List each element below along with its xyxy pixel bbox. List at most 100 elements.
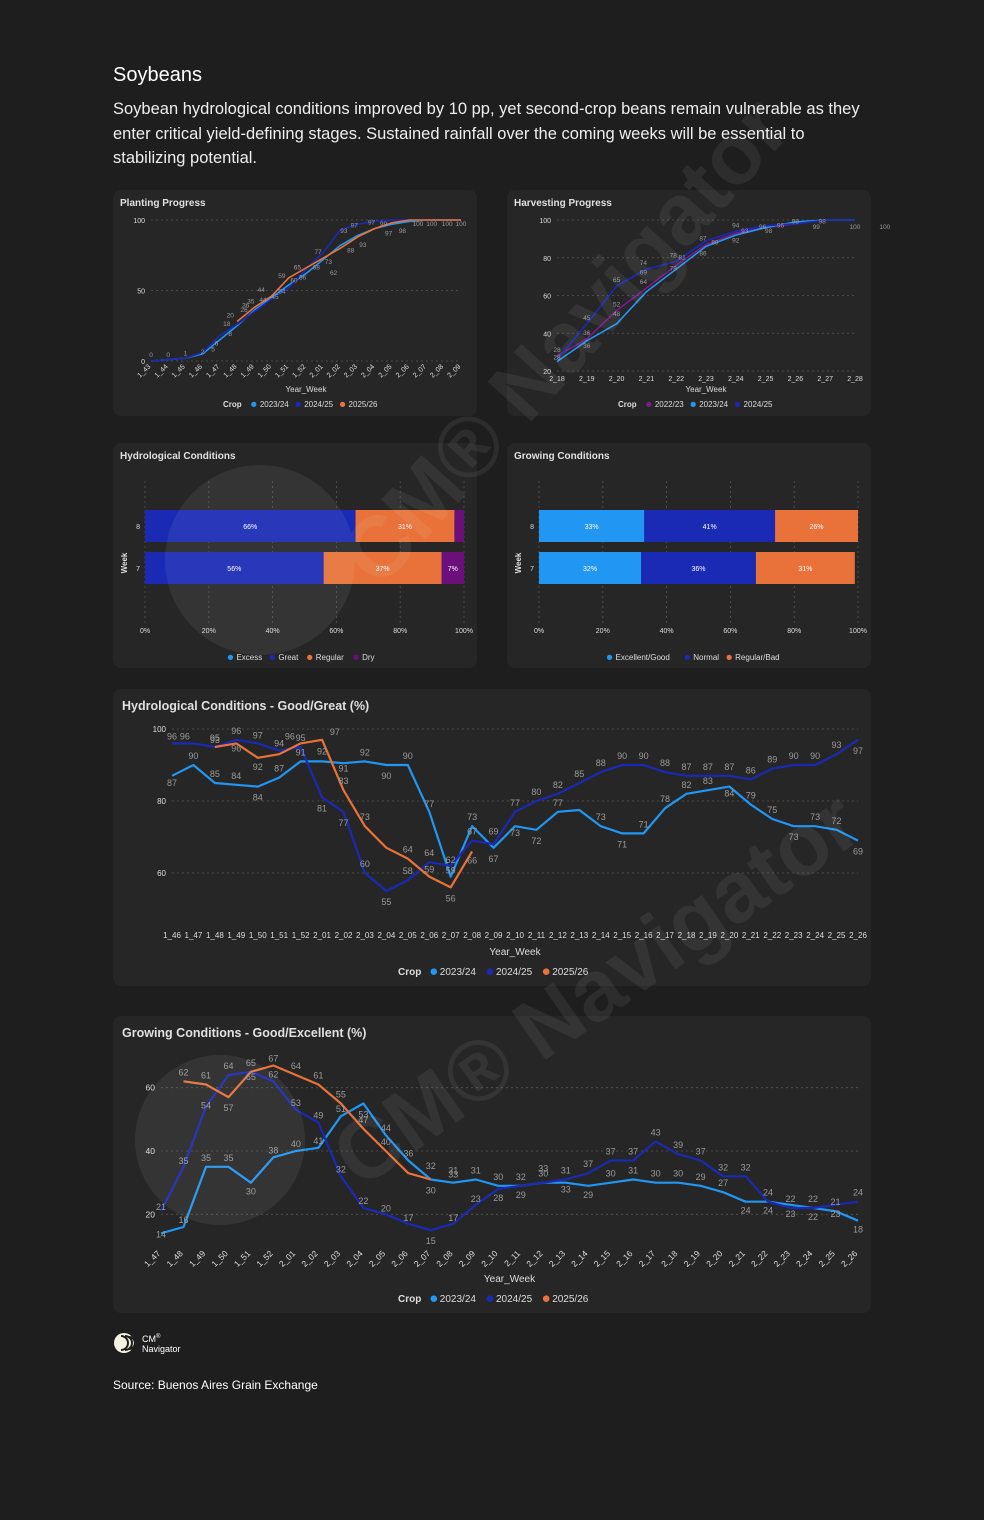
data-label: 96 — [285, 731, 295, 741]
logo-line-1: CM® — [142, 1334, 161, 1344]
page-title: Soybeans — [113, 64, 202, 86]
x-tick-label: 80% — [393, 628, 407, 635]
legend-item: 2023/24 — [260, 400, 289, 409]
legend-title: Crop — [223, 400, 242, 409]
data-label: 99 — [380, 221, 388, 228]
x-tick-label: 2_09 — [457, 1248, 478, 1269]
data-label: 1 — [184, 351, 188, 358]
data-label: 14 — [156, 1229, 166, 1239]
logo-line-2: Navigator — [142, 1344, 181, 1354]
x-tick-label: 2_07 — [412, 363, 428, 379]
data-label: 66 — [299, 274, 307, 281]
bar-segment-label: 36% — [691, 566, 705, 573]
legend-item: 2024/25 — [744, 400, 773, 409]
y-tick-label: 7 — [136, 566, 140, 573]
data-label: 72 — [832, 816, 842, 826]
data-label: 77 — [553, 798, 563, 808]
legend-marker — [353, 654, 359, 660]
x-tick-label: 2_14 — [569, 1248, 590, 1269]
x-tick-label: 2_21 — [727, 1248, 748, 1269]
bar-segment-normal — [644, 510, 776, 542]
data-label: 32 — [336, 1164, 346, 1174]
data-label: 84 — [253, 793, 263, 803]
data-label: 90 — [381, 771, 391, 781]
x-tick-label: 1_46 — [163, 931, 181, 940]
series-line-2023-24 — [171, 760, 859, 878]
y-axis-title: Week — [120, 552, 129, 573]
x-tick-label: 20% — [596, 628, 610, 635]
x-tick-label: 2_22 — [763, 931, 781, 940]
data-label: 98 — [765, 228, 773, 235]
harvesting-progress-chart: 20 40 60 80 100 2_18 2_19 2_20 2_21 2_22 2_23 2_24 2… — [539, 218, 890, 409]
data-label: 56 — [446, 893, 456, 903]
data-label: 59 — [446, 866, 456, 876]
data-label: 100 — [456, 221, 467, 228]
x-tick-label: 2_23 — [772, 1248, 793, 1269]
data-label: 35 — [223, 1153, 233, 1163]
x-tick-label: 2_18 — [659, 1248, 680, 1269]
x-tick-label: 2_20 — [720, 931, 738, 940]
x-tick-label: 2_08 — [463, 931, 481, 940]
data-label: 73 — [510, 828, 520, 838]
data-label: 87 — [274, 764, 284, 774]
data-label: 28 — [553, 354, 561, 361]
data-label: 30 — [673, 1169, 683, 1179]
data-label: 30 — [426, 1186, 436, 1196]
x-tick-label: 2_02 — [299, 1248, 320, 1269]
data-label: 30 — [493, 1172, 503, 1182]
hydro-good-great-chart: 60 80 100 1_46 1_47 1_48 1_49 1_50 1_51 1_52 2_01 2… — [153, 725, 868, 978]
x-tick-label: 1_43 — [136, 363, 152, 379]
x-tick-label: 2_18 — [678, 931, 696, 940]
legend-marker — [646, 401, 652, 407]
data-label: 96 — [759, 224, 767, 231]
data-label: 40 — [291, 1139, 301, 1149]
x-tick-label: 2_15 — [592, 1248, 613, 1269]
data-label: 38 — [268, 1145, 278, 1155]
bar-segment-dry — [454, 510, 464, 542]
data-label: 100 — [413, 221, 424, 228]
x-tick-label: 2_11 — [502, 1248, 522, 1268]
x-tick-label: 2_13 — [570, 931, 588, 940]
x-tick-label: 2_14 — [592, 931, 610, 940]
data-label: 67 — [268, 1054, 278, 1064]
data-label: 67 — [489, 854, 499, 864]
x-tick-label: 1_51 — [274, 363, 290, 379]
x-tick-label: 2_15 — [613, 931, 631, 940]
data-label: 92 — [317, 746, 327, 756]
data-label: 30 — [538, 1169, 548, 1179]
x-tick-label: 80% — [787, 628, 801, 635]
x-tick-label: 2_21 — [639, 376, 655, 383]
data-label: 97 — [368, 219, 376, 226]
x-tick-label: 2_06 — [395, 363, 411, 379]
data-label: 53 — [358, 1110, 368, 1120]
data-label: 60 — [360, 859, 370, 869]
x-tick-label: 1_50 — [257, 363, 273, 379]
data-label: 78 — [670, 253, 678, 260]
data-label: 96 — [231, 743, 241, 753]
data-label: 87 — [724, 762, 734, 772]
data-label: 83 — [703, 776, 713, 786]
data-label: 44 — [258, 287, 266, 294]
x-tick-label: 1_49 — [240, 363, 256, 379]
series-line-2023-24 — [160, 1102, 859, 1235]
data-label: 67 — [467, 827, 477, 837]
data-label: 77 — [314, 249, 322, 256]
bar-segment-great — [145, 510, 356, 542]
data-label: 81 — [679, 254, 687, 261]
data-label: 66 — [467, 855, 477, 865]
bar-segment-label: 31% — [798, 566, 812, 573]
data-label: 23 — [786, 1209, 796, 1219]
data-label: 33 — [538, 1164, 548, 1174]
data-label: 92 — [732, 237, 740, 244]
data-label: 20 — [227, 313, 235, 320]
x-tick-label: 1_52 — [292, 931, 310, 940]
data-label: 82 — [681, 780, 691, 790]
data-label: 36 — [583, 330, 591, 337]
legend-item: 2023/24 — [699, 400, 728, 409]
data-label: 97 — [253, 730, 263, 740]
data-label: 8 — [228, 331, 232, 338]
data-label: 18 — [223, 321, 231, 328]
x-tick-label: 2_26 — [839, 1248, 860, 1269]
legend-item: Dry — [362, 653, 374, 662]
